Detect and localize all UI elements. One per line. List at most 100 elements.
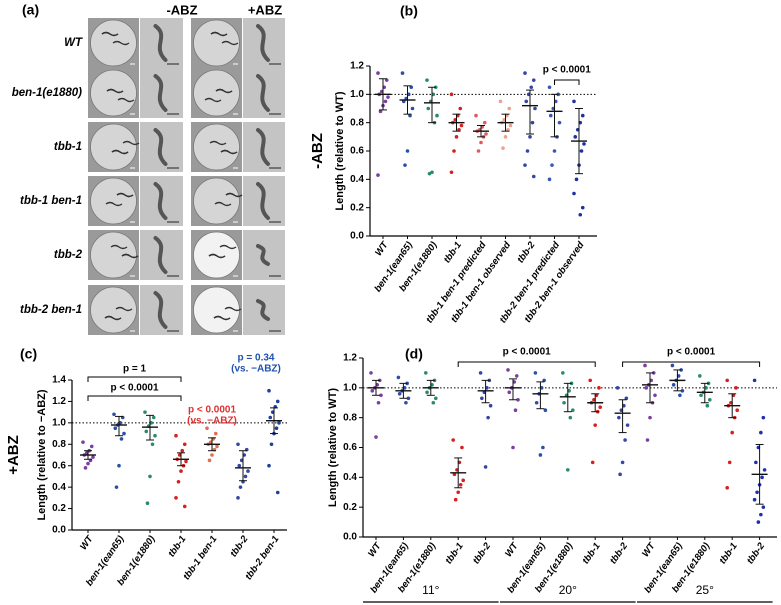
data-point bbox=[461, 478, 466, 483]
y-tick-label: 1.0 bbox=[343, 382, 357, 393]
data-point bbox=[531, 78, 536, 82]
dish bbox=[193, 69, 240, 117]
data-point bbox=[376, 173, 380, 177]
data-point bbox=[434, 396, 438, 401]
data-point bbox=[645, 438, 650, 442]
data-point bbox=[405, 149, 410, 153]
data-point bbox=[579, 149, 584, 153]
dish bbox=[90, 231, 137, 279]
worm bbox=[106, 88, 124, 94]
x-tick-label: WT bbox=[640, 540, 658, 559]
worm bbox=[224, 306, 242, 312]
y-axis-label: Length (relative to WT) bbox=[327, 388, 339, 508]
data-point bbox=[452, 149, 456, 153]
data-point bbox=[403, 163, 407, 167]
data-point bbox=[406, 396, 411, 401]
data-point bbox=[541, 445, 545, 450]
row-label: WT bbox=[64, 37, 83, 49]
data-point bbox=[150, 442, 155, 447]
data-point bbox=[506, 368, 510, 372]
annotation: (vs. −ABZ) bbox=[187, 416, 237, 427]
data-point bbox=[384, 78, 389, 82]
data-point bbox=[174, 496, 178, 500]
data-point bbox=[275, 399, 280, 404]
data-point bbox=[119, 437, 124, 441]
data-point bbox=[528, 135, 532, 139]
data-point bbox=[678, 393, 682, 398]
data-point bbox=[484, 132, 488, 136]
data-point bbox=[369, 371, 373, 375]
annotation: p < 0.0001 bbox=[188, 405, 237, 416]
data-point bbox=[274, 426, 279, 431]
data-point bbox=[516, 397, 520, 402]
worm bbox=[204, 97, 222, 103]
worm-zoom bbox=[153, 182, 168, 220]
data-point bbox=[451, 438, 456, 442]
worm bbox=[208, 253, 226, 259]
data-point bbox=[580, 205, 585, 210]
data-point bbox=[376, 400, 381, 405]
data-point bbox=[410, 106, 415, 111]
worm bbox=[105, 201, 123, 207]
data-point bbox=[238, 485, 243, 489]
data-point bbox=[529, 85, 534, 90]
data-point bbox=[409, 85, 414, 90]
data-point bbox=[762, 468, 767, 472]
data-point bbox=[588, 378, 592, 383]
data-point bbox=[598, 405, 602, 410]
data-point bbox=[615, 386, 620, 390]
annotation: p < 0.0001 bbox=[667, 347, 716, 358]
data-point bbox=[671, 383, 676, 387]
data-point bbox=[547, 177, 552, 182]
annotation: p < 0.0001 bbox=[503, 347, 552, 358]
data-point bbox=[680, 389, 685, 393]
side-title: -ABZ bbox=[309, 133, 326, 169]
worm bbox=[210, 31, 228, 37]
group-label: 25° bbox=[696, 583, 714, 597]
y-axis-label: Length (relative to WT) bbox=[334, 91, 346, 211]
row-label: ben-1(e1880) bbox=[12, 87, 82, 99]
bracket bbox=[554, 79, 580, 85]
data-point bbox=[404, 400, 408, 405]
data-point bbox=[143, 410, 147, 414]
data-point bbox=[210, 453, 214, 457]
worm bbox=[104, 315, 122, 321]
data-point bbox=[507, 390, 512, 395]
annotation: p = 1 bbox=[123, 364, 147, 375]
data-point bbox=[458, 482, 463, 487]
x-tick-label: WT bbox=[373, 239, 391, 258]
y-tick-label: 0.0 bbox=[350, 231, 364, 242]
data-point bbox=[386, 95, 390, 99]
data-point bbox=[237, 463, 242, 468]
data-point bbox=[624, 396, 629, 401]
worm bbox=[122, 140, 140, 146]
data-point bbox=[531, 174, 536, 179]
bracket bbox=[87, 376, 182, 382]
worm bbox=[115, 306, 133, 312]
data-point bbox=[538, 453, 543, 457]
data-point bbox=[573, 135, 578, 139]
data-point bbox=[376, 71, 380, 75]
data-point bbox=[114, 485, 119, 489]
data-point bbox=[572, 191, 576, 196]
data-point bbox=[180, 448, 185, 453]
data-point bbox=[435, 113, 439, 118]
y-tick-label: 0.0 bbox=[343, 532, 357, 543]
data-point bbox=[730, 430, 734, 435]
worm bbox=[209, 140, 227, 146]
data-point bbox=[561, 371, 565, 375]
data-point bbox=[534, 400, 539, 405]
y-tick-label: 0.6 bbox=[350, 146, 364, 157]
y-tick-label: 1.2 bbox=[343, 353, 357, 364]
y-tick-label: 0.8 bbox=[52, 439, 66, 450]
data-point bbox=[618, 472, 622, 477]
bracket bbox=[622, 361, 761, 367]
data-point bbox=[725, 378, 729, 383]
worm bbox=[219, 244, 237, 250]
data-point bbox=[735, 408, 739, 413]
worm bbox=[215, 88, 233, 94]
data-point bbox=[503, 135, 508, 139]
x-tick-label: tbb-1 bbox=[166, 534, 188, 559]
worm-zoom bbox=[256, 74, 270, 112]
